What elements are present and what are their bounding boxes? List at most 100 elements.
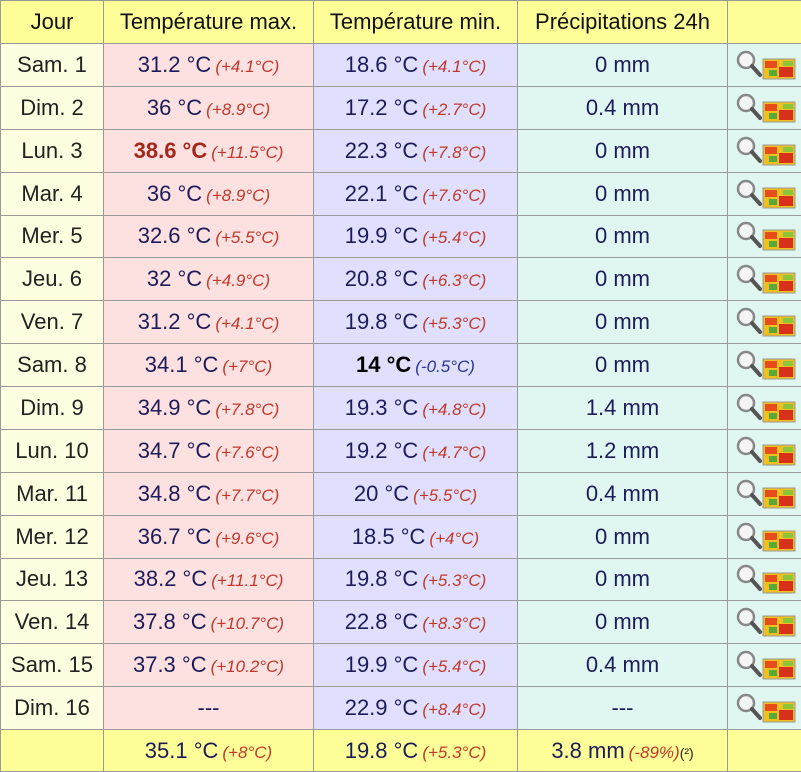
detail-icons[interactable] <box>733 305 797 339</box>
anomaly: (-89%) <box>628 742 680 762</box>
value: 38.2 °C <box>133 566 208 592</box>
detail-icons[interactable] <box>733 262 797 296</box>
detail-icons[interactable] <box>733 434 797 468</box>
header-cell: Précipitations 24h <box>517 0 728 44</box>
value: 22.3 °C <box>344 137 419 163</box>
detail-icons[interactable] <box>733 648 797 682</box>
icon-cell <box>727 343 801 387</box>
precip-cell: 1.4 mm <box>517 386 728 430</box>
anomaly: (+8.9°C) <box>206 185 271 205</box>
row: Mar. 4 36 °C (+8.9°C) 22.1 °C (+7.6°C) 0 mm <box>0 171 801 216</box>
icon-cell <box>727 128 801 173</box>
row: Dim. 16 --- 22.9 °C (+8.4°C) --- <box>0 686 801 730</box>
table-body: Sam. 1 31.2 °C (+4.1°C) 18.6 °C (+4.1°C) 0 mm… <box>0 43 801 730</box>
cell <box>0 729 104 772</box>
icon-cell <box>727 600 801 645</box>
cell: 19.8 °C (+5.3°C) <box>313 557 518 602</box>
detail-icons[interactable] <box>733 605 797 639</box>
cell: 37.3 °C (+10.2°C) <box>103 643 314 688</box>
cell: 19.8 °C (+5.3°C) <box>313 729 518 772</box>
precip-cell: 0.4 mm <box>517 643 728 688</box>
cell: 20.8 °C (+6.3°C) <box>313 257 518 302</box>
value: 3.8 mm <box>551 737 625 763</box>
anomaly: (+6.3°C) <box>422 271 487 291</box>
cell: 19.3 °C (+4.8°C) <box>313 386 518 430</box>
cell: --- <box>103 686 314 730</box>
anomaly: (+7°C) <box>222 357 273 377</box>
value: 19.8 °C <box>344 737 419 763</box>
cell: 38.2 °C (+11.1°C) <box>103 557 314 602</box>
cell: 35.1 °C (+8°C) <box>103 729 314 772</box>
value: 22.8 °C <box>344 609 419 635</box>
detail-icons[interactable] <box>733 691 797 725</box>
day-cell: Sam. 8 <box>0 343 104 387</box>
detail-icons[interactable] <box>733 562 797 596</box>
row: Mer. 12 36.7 °C (+9.6°C) 18.5 °C (+4°C) 0 mm <box>0 514 801 559</box>
value: 20.8 °C <box>344 266 419 292</box>
row: Sam. 1 31.2 °C (+4.1°C) 18.6 °C (+4.1°C) 0 mm <box>0 43 801 87</box>
anomaly: (+4°C) <box>429 528 480 548</box>
value: 32.6 °C <box>137 223 212 249</box>
value: 35.1 °C <box>144 737 219 763</box>
cell: 34.9 °C (+7.8°C) <box>103 386 314 430</box>
precip-cell: 0 mm <box>517 514 728 559</box>
precip-cell: 0 mm <box>517 257 728 302</box>
header-cell: Température min. <box>313 0 518 44</box>
value: 18.6 °C <box>344 51 419 77</box>
value: --- <box>197 695 220 721</box>
day-cell: Mer. 5 <box>0 214 104 259</box>
day-cell: Sam. 1 <box>0 43 104 87</box>
detail-icons[interactable] <box>733 520 797 554</box>
value: 19.8 °C <box>344 309 419 335</box>
detail-icons[interactable] <box>733 477 797 511</box>
precip-cell: 0 mm <box>517 343 728 387</box>
value: 34.7 °C <box>137 437 212 463</box>
value: 34.1 °C <box>144 352 219 378</box>
value: 20 °C <box>353 480 410 506</box>
anomaly: (+4.1°C) <box>215 314 280 334</box>
value: 31.2 °C <box>137 51 212 77</box>
detail-icons[interactable] <box>733 177 797 211</box>
icon-cell <box>727 300 801 345</box>
anomaly: (+4.1°C) <box>422 56 487 76</box>
footnote-ref: (²) <box>679 744 694 761</box>
table-header: Jour Température max. Température min. P… <box>0 0 801 44</box>
value: 19.2 °C <box>344 437 419 463</box>
icon-cell <box>727 514 801 559</box>
cell: 36.7 °C (+9.6°C) <box>103 514 314 559</box>
anomaly: (+5.5°C) <box>413 485 478 505</box>
detail-icons[interactable] <box>733 391 797 425</box>
row: Dim. 2 36 °C (+8.9°C) 17.2 °C (+2.7°C) 0.4 mm <box>0 85 801 130</box>
header-cell: Température max. <box>103 0 314 44</box>
cell: 31.2 °C (+4.1°C) <box>103 43 314 87</box>
detail-icons[interactable] <box>733 91 797 125</box>
value: 14 °C <box>356 352 412 378</box>
row: Sam. 8 34.1 °C (+7°C) 14 °C (-0.5°C) 0 mm <box>0 343 801 387</box>
detail-icons[interactable] <box>733 348 797 382</box>
value: 19.3 °C <box>344 394 419 420</box>
icon-cell <box>727 686 801 730</box>
value: 19.8 °C <box>344 566 419 592</box>
day-cell: Ven. 7 <box>0 300 104 345</box>
cell: 37.8 °C (+10.7°C) <box>103 600 314 645</box>
anomaly: (+8.9°C) <box>206 99 271 119</box>
detail-icons[interactable] <box>733 48 797 82</box>
icon-cell <box>727 643 801 688</box>
anomaly: (+4.7°C) <box>422 442 487 462</box>
cell: 22.3 °C (+7.8°C) <box>313 128 518 173</box>
cell <box>727 729 801 772</box>
detail-icons[interactable] <box>733 219 797 253</box>
icon-cell <box>727 171 801 216</box>
anomaly: (+8°C) <box>222 742 273 762</box>
row: Mer. 5 32.6 °C (+5.5°C) 19.9 °C (+5.4°C) 0 mm <box>0 214 801 259</box>
row: Jeu. 6 32 °C (+4.9°C) 20.8 °C (+6.3°C) 0 mm <box>0 257 801 302</box>
detail-icons[interactable] <box>733 134 797 168</box>
precip-cell: 0 mm <box>517 214 728 259</box>
value: 36 °C <box>146 94 203 120</box>
anomaly: (+5.3°C) <box>422 314 487 334</box>
anomaly: (+4.9°C) <box>206 271 271 291</box>
cell: 34.7 °C (+7.6°C) <box>103 428 314 473</box>
cell: 32 °C (+4.9°C) <box>103 257 314 302</box>
anomaly: (+9.6°C) <box>215 528 280 548</box>
